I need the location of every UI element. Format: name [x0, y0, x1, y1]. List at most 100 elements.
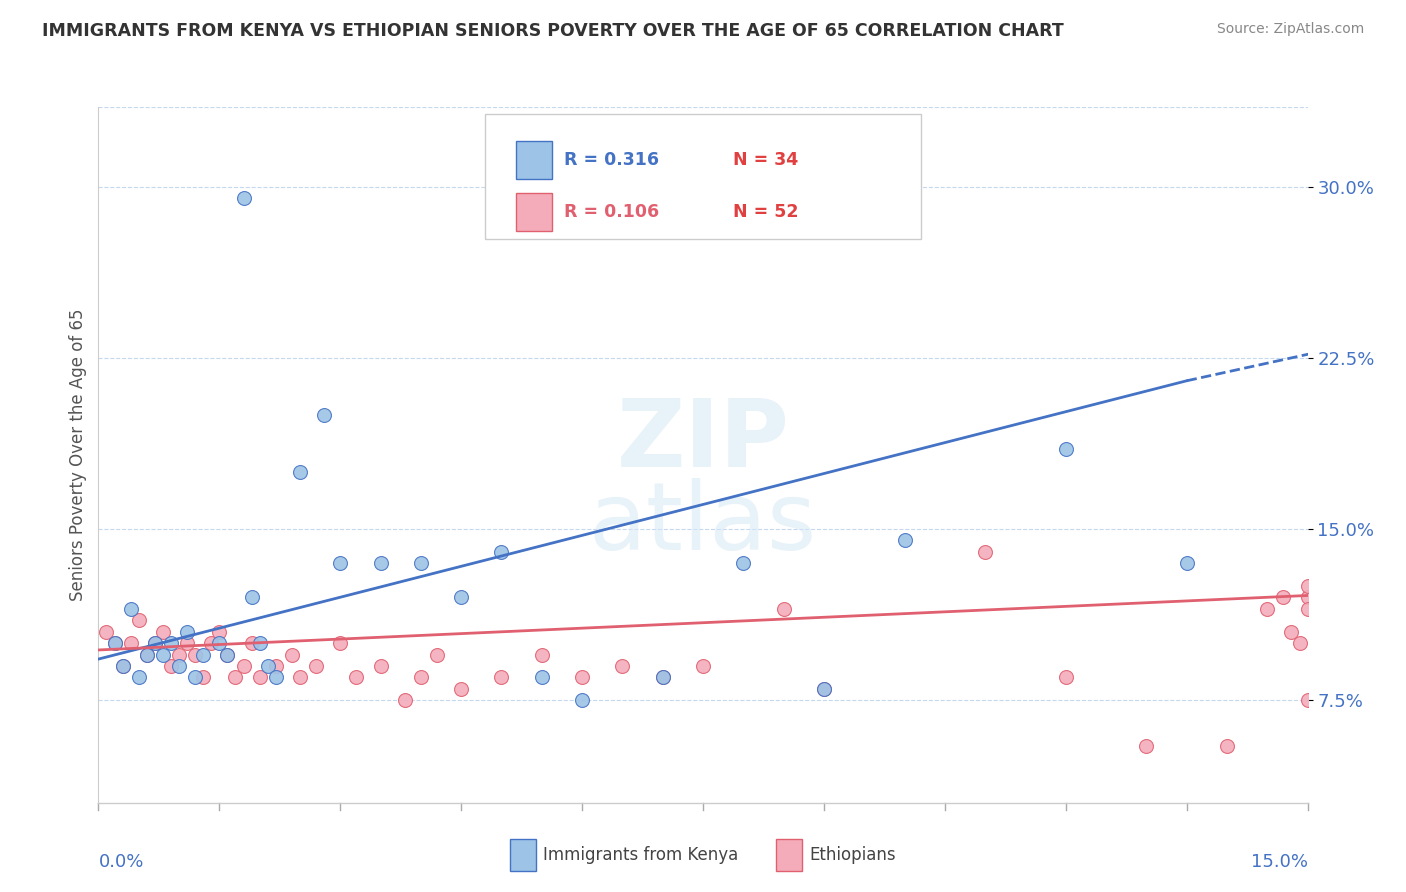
Point [232, 191, 254, 205]
Point [103, 636, 125, 650]
Point [288, 670, 311, 684]
Text: R = 0.316: R = 0.316 [564, 151, 659, 169]
Text: N = 52: N = 52 [734, 203, 799, 221]
Point [491, 670, 513, 684]
Point [974, 545, 997, 559]
Point [281, 648, 304, 662]
Point [160, 636, 183, 650]
Point [450, 681, 472, 696]
Point [184, 670, 207, 684]
Point [1281, 624, 1303, 639]
Point [135, 648, 157, 662]
Text: atlas: atlas [589, 478, 817, 571]
Point [813, 681, 835, 696]
Point [193, 670, 215, 684]
Point [249, 636, 271, 650]
Point [571, 693, 593, 707]
Text: Source: ZipAtlas.com: Source: ZipAtlas.com [1216, 22, 1364, 37]
Point [394, 693, 416, 707]
Text: N = 34: N = 34 [734, 151, 799, 169]
Point [409, 556, 432, 570]
Point [651, 670, 673, 684]
Point [120, 636, 142, 650]
Bar [516, 141, 551, 179]
Point [530, 670, 553, 684]
Point [1272, 591, 1295, 605]
Point [288, 465, 311, 479]
Point [530, 648, 553, 662]
Point [120, 602, 142, 616]
Point [143, 636, 166, 650]
Text: ZIP: ZIP [617, 395, 789, 487]
Point [1296, 591, 1319, 605]
Point [135, 648, 157, 662]
Point [264, 659, 287, 673]
Point [256, 659, 278, 673]
Point [128, 613, 150, 627]
Point [893, 533, 915, 548]
Point [232, 659, 254, 673]
Point [264, 670, 287, 684]
Point [813, 681, 835, 696]
Point [772, 602, 794, 616]
Point [217, 648, 239, 662]
Point [1296, 579, 1319, 593]
Point [103, 636, 125, 650]
Point [1288, 636, 1310, 650]
Point [208, 624, 231, 639]
Point [1296, 602, 1319, 616]
Point [314, 408, 336, 422]
Point [893, 202, 915, 217]
Point [426, 648, 449, 662]
Point [167, 648, 190, 662]
Point [240, 636, 263, 650]
Point [370, 659, 392, 673]
Point [200, 636, 222, 650]
Point [249, 670, 271, 684]
Bar [516, 193, 551, 231]
Point [370, 556, 392, 570]
Point [111, 659, 134, 673]
Point [651, 670, 673, 684]
Point [152, 648, 174, 662]
Point [692, 659, 714, 673]
Point [176, 624, 198, 639]
Point [217, 648, 239, 662]
Point [733, 556, 755, 570]
Point [184, 648, 207, 662]
Point [128, 670, 150, 684]
Point [240, 591, 263, 605]
Point [1054, 670, 1077, 684]
Point [329, 636, 352, 650]
Bar [776, 839, 803, 871]
Text: R = 0.106: R = 0.106 [564, 203, 659, 221]
Point [143, 636, 166, 650]
Point [612, 659, 634, 673]
Text: IMMIGRANTS FROM KENYA VS ETHIOPIAN SENIORS POVERTY OVER THE AGE OF 65 CORRELATIO: IMMIGRANTS FROM KENYA VS ETHIOPIAN SENIO… [42, 22, 1064, 40]
Point [409, 670, 432, 684]
Point [167, 659, 190, 673]
Point [1054, 442, 1077, 457]
Text: 15.0%: 15.0% [1250, 853, 1308, 871]
Point [305, 659, 328, 673]
Point [224, 670, 246, 684]
Point [344, 670, 367, 684]
Text: Ethiopians: Ethiopians [810, 846, 896, 864]
Point [176, 636, 198, 650]
Point [152, 624, 174, 639]
Point [160, 659, 183, 673]
Point [1296, 693, 1319, 707]
FancyBboxPatch shape [485, 114, 921, 239]
Point [491, 545, 513, 559]
Point [111, 659, 134, 673]
Point [1256, 602, 1278, 616]
Point [208, 636, 231, 650]
Point [571, 670, 593, 684]
Point [1135, 739, 1157, 753]
Point [1216, 739, 1239, 753]
Point [96, 624, 118, 639]
Point [450, 591, 472, 605]
Y-axis label: Seniors Poverty Over the Age of 65: Seniors Poverty Over the Age of 65 [69, 309, 87, 601]
Point [1175, 556, 1198, 570]
Bar [509, 839, 536, 871]
